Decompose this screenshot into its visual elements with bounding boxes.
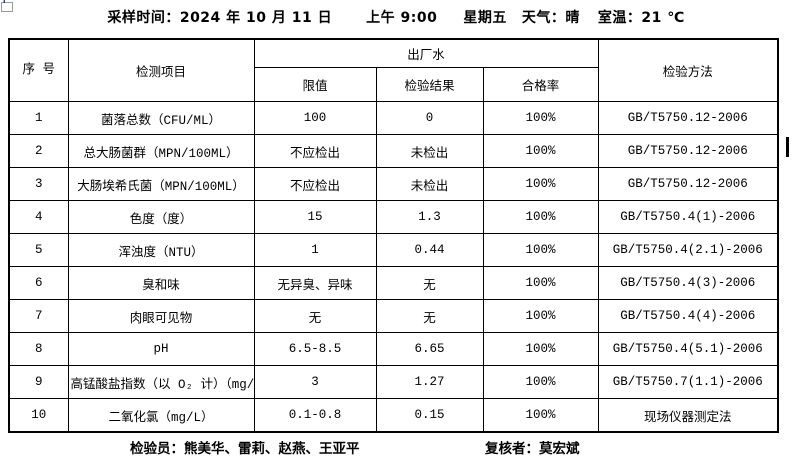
- item-cell: 浑浊度（NTU）: [67, 233, 255, 267]
- serial-cell: 1: [8, 101, 69, 135]
- limit-cell: 15: [253, 200, 377, 234]
- table-row: 3 大肠埃希氏菌（MPN/100ML） 不应检出 未检出 100% GB/T57…: [8, 167, 779, 201]
- result-cell: 1.3: [375, 200, 484, 234]
- limit-cell: 不应检出: [253, 134, 377, 168]
- limit-cell: 6.5-8.5: [253, 332, 377, 366]
- item-cell: pH: [67, 332, 255, 366]
- limit-cell: 100: [253, 101, 377, 135]
- item-cell: 高锰酸盐指数（以 O₂ 计）（mg/L）: [67, 365, 255, 399]
- table-row: 1 菌落总数（CFU/ML） 100 0 100% GB/T5750.12-20…: [8, 101, 779, 135]
- serial-cell: 8: [8, 332, 69, 366]
- inspectors-label: 检验员：熊美华、雷莉、赵燕、王亚平: [130, 441, 360, 457]
- col-header-item: 检测项目: [67, 38, 255, 102]
- item-cell: 色度（度）: [67, 200, 255, 234]
- table-move-handle-icon[interactable]: ✛: [0, 0, 14, 12]
- header-row-2: 限值 检验结果 合格率: [9, 67, 778, 102]
- handle-box: [1, 2, 13, 12]
- method-cell: GB/T5750.12-2006: [597, 134, 779, 168]
- method-cell: GB/T5750.4(5.1)-2006: [597, 332, 779, 366]
- table-row: 2 总大肠菌群（MPN/100ML） 不应检出 未检出 100% GB/T575…: [8, 134, 779, 168]
- pass-rate-cell: 100%: [482, 332, 599, 366]
- serial-cell: 4: [8, 200, 69, 234]
- col-header-serial: 序 号: [8, 38, 69, 102]
- method-cell: GB/T5750.7(1.1)-2006: [597, 365, 779, 399]
- serial-cell: 5: [8, 233, 69, 267]
- method-cell: GB/T5750.4(3)-2006: [597, 266, 779, 300]
- sampling-hour: 上午 9:00: [366, 10, 438, 26]
- weekday: 星期五: [463, 10, 507, 26]
- col-header-factory-water: 出厂水: [253, 38, 599, 68]
- item-cell: 臭和味: [67, 266, 255, 300]
- col-header-pass-rate: 合格率: [482, 67, 599, 102]
- limit-cell: 0.1-0.8: [253, 398, 377, 433]
- table-row: 9 高锰酸盐指数（以 O₂ 计）（mg/L） 3 1.27 100% GB/T5…: [8, 365, 779, 399]
- serial-cell: 3: [8, 167, 69, 201]
- col-header-result: 检验结果: [375, 67, 484, 102]
- item-cell: 大肠埃希氏菌（MPN/100ML）: [67, 167, 255, 201]
- method-cell: GB/T5750.4(1)-2006: [597, 200, 779, 234]
- serial-cell: 10: [8, 398, 69, 433]
- result-cell: 6.65: [375, 332, 484, 366]
- room-temperature: 室温：21 ℃: [597, 10, 685, 26]
- result-cell: 无: [375, 299, 484, 333]
- reviewer-label: 复核者：莫宏斌: [485, 441, 580, 457]
- text-cursor: [786, 137, 789, 157]
- result-cell: 无: [375, 266, 484, 300]
- table-row: 6 臭和味 无异臭、异味 无 100% GB/T5750.4(3)-2006: [8, 266, 779, 300]
- result-cell: 0.44: [375, 233, 484, 267]
- limit-cell: 3: [253, 365, 377, 399]
- header-row-1: 序 号 检测项目 出厂水 检验方法: [8, 38, 779, 102]
- result-cell: 未检出: [375, 167, 484, 201]
- pass-rate-cell: 100%: [482, 134, 599, 168]
- table-row: 5 浑浊度（NTU） 1 0.44 100% GB/T5750.4(2.1)-2…: [8, 233, 779, 267]
- serial-cell: 9: [8, 365, 69, 399]
- table-row: 4 色度（度） 15 1.3 100% GB/T5750.4(1)-2006: [8, 200, 779, 234]
- limit-cell: 无: [253, 299, 377, 333]
- limit-cell: 1: [253, 233, 377, 267]
- weather: 天气：晴: [521, 10, 580, 26]
- col-header-method: 检验方法: [597, 38, 779, 102]
- pass-rate-cell: 100%: [482, 200, 599, 234]
- item-cell: 二氧化氯（mg/L）: [67, 398, 255, 433]
- serial-cell: 7: [8, 299, 69, 333]
- serial-cell: 2: [8, 134, 69, 168]
- item-cell: 总大肠菌群（MPN/100ML）: [67, 134, 255, 168]
- pass-rate-cell: 100%: [482, 167, 599, 201]
- pass-rate-cell: 100%: [482, 398, 599, 433]
- result-cell: 未检出: [375, 134, 484, 168]
- item-cell: 肉眼可见物: [67, 299, 255, 333]
- method-cell: 现场仪器测定法: [597, 398, 779, 433]
- pass-rate-cell: 100%: [482, 266, 599, 300]
- water-quality-table: 序 号 检测项目 出厂水 检验方法 限值 检验结果 合格率 1 菌落总数（CFU…: [8, 38, 779, 433]
- limit-cell: 无异臭、异味: [253, 266, 377, 300]
- col-header-limit: 限值: [253, 67, 377, 102]
- serial-cell: 6: [8, 266, 69, 300]
- result-cell: 0: [375, 101, 484, 135]
- pass-rate-cell: 100%: [482, 299, 599, 333]
- result-cell: 0.15: [375, 398, 484, 433]
- result-cell: 1.27: [375, 365, 484, 399]
- item-cell: 菌落总数（CFU/ML）: [67, 101, 255, 135]
- method-cell: GB/T5750.12-2006: [597, 167, 779, 201]
- limit-cell: 不应检出: [253, 167, 377, 201]
- sampling-time: 采样时间：2024 年 10 月 11 日: [107, 10, 333, 26]
- pass-rate-cell: 100%: [482, 101, 599, 135]
- table-row: 8 pH 6.5-8.5 6.65 100% GB/T5750.4(5.1)-2…: [8, 332, 779, 366]
- sampling-info-line: 采样时间：2024 年 10 月 11 日 上午 9:00 星期五 天气：晴 室…: [0, 7, 792, 27]
- pass-rate-cell: 100%: [482, 233, 599, 267]
- method-cell: GB/T5750.12-2006: [597, 101, 779, 135]
- method-cell: GB/T5750.4(2.1)-2006: [597, 233, 779, 267]
- method-cell: GB/T5750.4(4)-2006: [597, 299, 779, 333]
- table-row: 7 肉眼可见物 无 无 100% GB/T5750.4(4)-2006: [8, 299, 779, 333]
- move-cross-icon: ✛: [0, 0, 9, 6]
- pass-rate-cell: 100%: [482, 365, 599, 399]
- table-row: 10 二氧化氯（mg/L） 0.1-0.8 0.15 100% 现场仪器测定法: [8, 398, 779, 433]
